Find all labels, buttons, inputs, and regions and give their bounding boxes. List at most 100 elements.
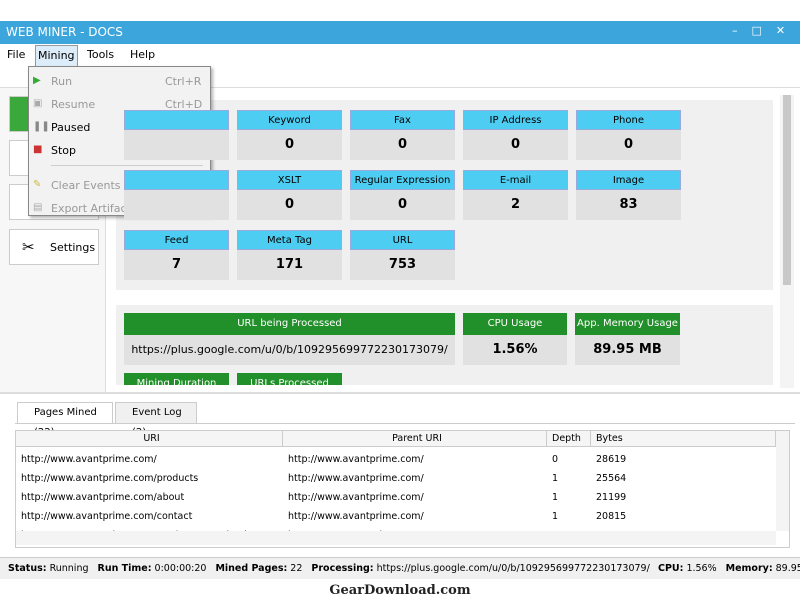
h-scrollbar[interactable] (16, 531, 776, 545)
table-cell: 1 (552, 511, 559, 522)
column-header: Depth (547, 431, 591, 447)
column-header: Parent URI (283, 431, 547, 447)
menu-item[interactable]: Mining (35, 45, 78, 67)
card-header: Image (576, 170, 681, 190)
watermark: GearDownload.com (329, 583, 471, 598)
menu-label: Paused (51, 121, 91, 134)
menu-icon: ▶ (33, 75, 41, 86)
status-label: Status: (8, 563, 47, 574)
status-value: 0:00:00:20 (154, 563, 207, 574)
menu-shortcut: Ctrl+R (165, 75, 202, 88)
table-cell: 21199 (596, 492, 627, 503)
status-label: Processing: (311, 563, 374, 574)
menu-label: Clear Events (51, 179, 121, 192)
card-header: Feed (124, 230, 229, 250)
card-header: Phone (576, 110, 681, 130)
status-value: 22 (290, 563, 303, 574)
menu-label: Resume (51, 98, 96, 111)
data-grid: URI Parent URI Depth Bytes http://www.avantp… (15, 430, 790, 548)
separator (51, 165, 203, 166)
card-value: 753 (350, 250, 455, 280)
menu-item[interactable]: Help (130, 48, 156, 61)
menu-option: ✎ Clear Events (29, 175, 210, 197)
menu-label: Stop (51, 144, 77, 157)
menu-icon: ▣ (33, 98, 43, 109)
table-cell: http://www.avantprime.com/products (21, 473, 199, 484)
tab[interactable]: Pages Mined (22) (17, 402, 113, 438)
v-scrollbar[interactable] (776, 431, 789, 531)
splitter (0, 392, 800, 394)
table-cell: http://www.avantprime.com/contact (21, 511, 193, 522)
card-header: Meta Tag (237, 230, 342, 250)
card-header: Regular Expression (350, 170, 455, 190)
status-bar: Status: Running Run Time: 0:00:00:20 Mined P… (0, 557, 800, 579)
column-header: URI (16, 431, 283, 447)
card-value (124, 130, 229, 160)
card-value: 0 (350, 190, 455, 220)
tab-strip: Pages Mined (22)Event Log (2) (15, 402, 795, 438)
process-panel: URL being Processed https://plus.google.… (116, 305, 773, 385)
card-value: 0 (237, 190, 342, 220)
card-header: E-mail (463, 170, 568, 190)
status-label: CPU: (658, 563, 684, 574)
card-value: 0 (237, 130, 342, 160)
card-header (124, 170, 229, 190)
menu-bar: File Mining Tools Help (0, 45, 800, 67)
table-cell: http://www.avantprime.com/about (21, 492, 185, 503)
status-value: Running (49, 563, 89, 574)
card-header: Fax (350, 110, 455, 130)
table-cell: 20815 (596, 511, 627, 522)
card-value: 7 (124, 250, 229, 280)
toolbar (0, 66, 800, 88)
header: URLs Processed (237, 373, 342, 385)
card-header (124, 110, 229, 130)
menu-option: ▶ Run Ctrl+R (29, 71, 210, 93)
card-header: IP Address (463, 110, 568, 130)
table-cell: http://www.avantprime.com/ (288, 454, 424, 465)
card-value: 0 (576, 130, 681, 160)
table-cell: 1 (552, 473, 559, 484)
card-value (124, 190, 229, 220)
tab[interactable]: Event Log (2) (115, 402, 197, 438)
menu-shortcut: Ctrl+D (165, 98, 203, 111)
table-cell: 0 (552, 454, 559, 465)
status-label: Memory: (725, 563, 773, 574)
window-title: WEB MINER - DOCS (6, 25, 123, 39)
status-label: Mined Pages: (215, 563, 288, 574)
header: Mining Duration (124, 373, 229, 385)
header: App. Memory Usage (575, 313, 680, 335)
url-value: https://plus.google.com/u/0/b/1092956997… (124, 335, 455, 365)
header: CPU Usage (463, 313, 567, 335)
scrollbar[interactable] (780, 95, 794, 388)
table-cell: http://www.avantprime.com/ (21, 454, 157, 465)
settings-button[interactable]: ✂ Settings (9, 229, 99, 265)
menu-option: ▣ Resume Ctrl+D (29, 94, 210, 116)
window-controls[interactable]: –□✕ (732, 24, 800, 37)
menu-item[interactable]: File (7, 48, 26, 61)
card-header: XSLT (237, 170, 342, 190)
card-value: 0 (350, 130, 455, 160)
card-value: 0 (463, 130, 568, 160)
menu-icon: ■ (33, 144, 43, 155)
table-cell: http://www.avantprime.com/ (288, 492, 424, 503)
menu-icon: ▤ (33, 202, 43, 213)
memory-value: 89.95 MB (575, 335, 680, 365)
menu-label: Run (51, 75, 73, 88)
table-cell: 1 (552, 492, 559, 503)
table-cell: http://www.avantprime.com/ (288, 473, 424, 484)
settings-label: Settings (50, 241, 96, 254)
card-value: 171 (237, 250, 342, 280)
card-value: 83 (576, 190, 681, 220)
status-label: Run Time: (97, 563, 152, 574)
menu-item[interactable]: Tools (87, 48, 115, 61)
column-header: Bytes (591, 431, 776, 447)
table-cell: 28619 (596, 454, 627, 465)
menu-icon: ❚❚ (33, 121, 50, 132)
card-header: URL (350, 230, 455, 250)
status-value: 1.56% (686, 563, 717, 574)
cpu-value: 1.56% (463, 335, 567, 365)
table-cell: http://www.avantprime.com/ (288, 511, 424, 522)
